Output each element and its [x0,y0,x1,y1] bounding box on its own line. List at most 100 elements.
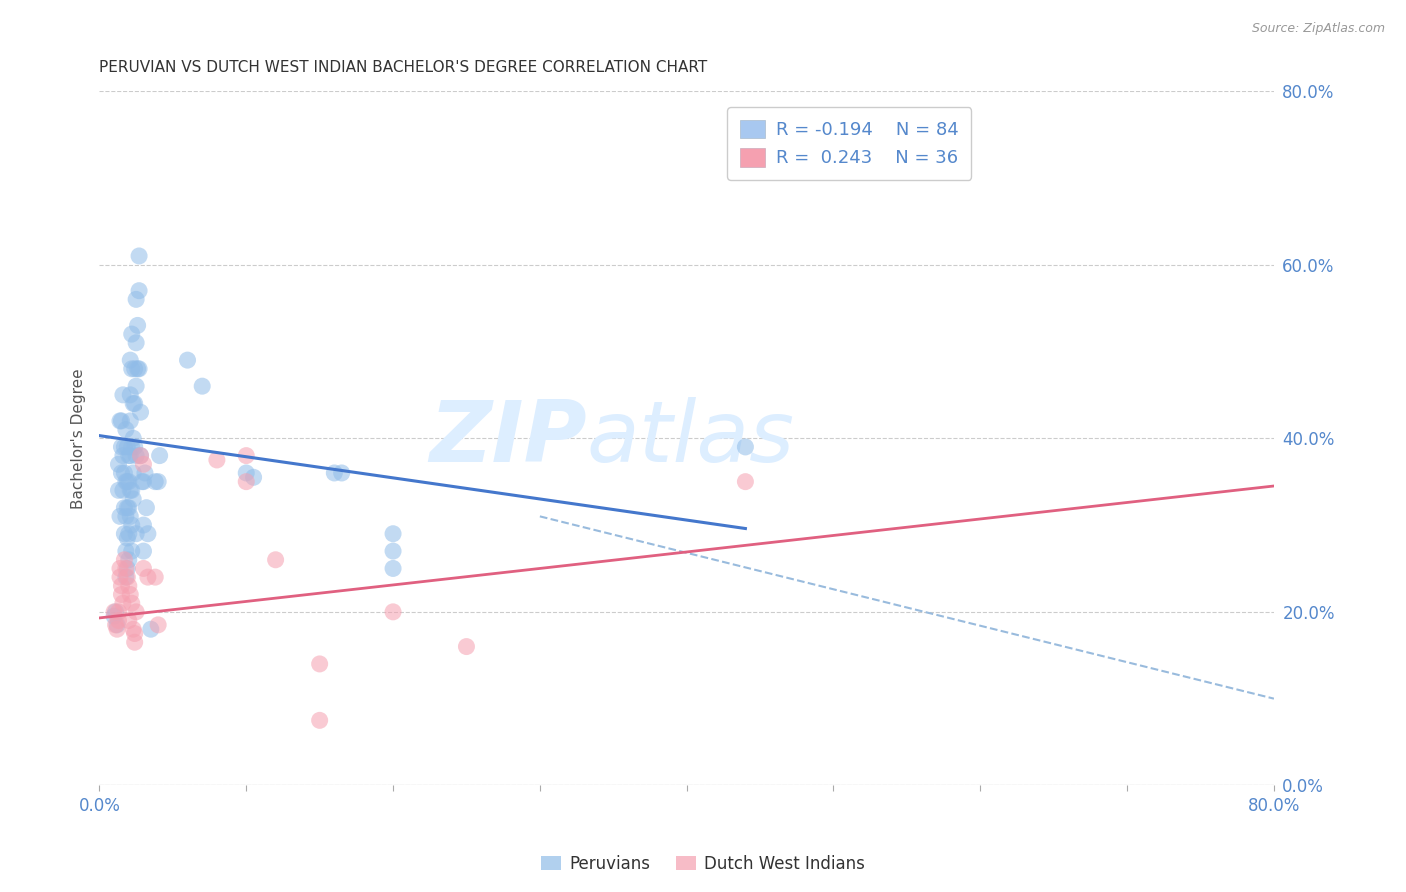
Point [115,544,138,558]
Point [235,449,257,463]
Point [110,440,132,454]
Y-axis label: Bachelor's Degree: Bachelor's Degree [72,368,86,508]
Point [191,379,214,393]
Point [118,500,141,515]
Point [129,449,152,463]
Point [136,570,159,584]
Point [124,626,146,640]
Point [136,526,159,541]
Point [146,475,169,489]
Point [125,526,148,541]
Point [121,327,143,342]
Point [120,509,142,524]
Point [128,284,150,298]
Point [143,570,166,584]
Text: Source: ZipAtlas.com: Source: ZipAtlas.com [1251,22,1385,36]
Point [125,605,148,619]
Point [111,449,134,463]
Point [108,561,131,575]
Point [122,622,145,636]
Point [117,440,139,454]
Point [382,526,405,541]
Point [382,605,405,619]
Point [108,509,131,524]
Point [104,605,127,619]
Point [124,396,146,410]
Point [131,475,153,489]
Point [108,414,131,428]
Point [118,526,141,541]
Point [120,353,142,368]
Point [235,466,257,480]
Point [121,440,143,454]
Point [110,587,132,601]
Point [105,618,128,632]
Point [125,379,148,393]
Point [308,657,330,671]
Point [111,388,134,402]
Point [146,618,169,632]
Point [111,483,134,498]
Text: ZIP: ZIP [429,397,586,480]
Point [128,249,150,263]
Point [115,561,138,575]
Point [264,553,287,567]
Point [456,640,478,654]
Point [124,635,146,649]
Point [107,605,129,619]
Point [118,579,141,593]
Point [125,449,148,463]
Point [105,622,128,636]
Point [128,361,150,376]
Point [122,396,145,410]
Point [235,475,257,489]
Point [125,335,148,350]
Legend: R = -0.194    N = 84, R =  0.243    N = 36: R = -0.194 N = 84, R = 0.243 N = 36 [727,107,972,180]
Point [242,470,264,484]
Point [323,466,346,480]
Point [117,475,139,489]
Point [112,553,135,567]
Legend: Peruvians, Dutch West Indians: Peruvians, Dutch West Indians [534,848,872,880]
Point [115,423,138,437]
Point [110,466,132,480]
Point [107,483,129,498]
Point [121,361,143,376]
Point [112,466,135,480]
Point [132,518,155,533]
Point [103,605,125,619]
Point [124,361,146,376]
Point [115,475,138,489]
Point [120,449,142,463]
Point [129,405,152,419]
Point [117,570,139,584]
Point [120,388,142,402]
Point [205,453,228,467]
Point [121,596,143,610]
Point [118,614,141,628]
Point [118,475,141,489]
Point [132,458,155,472]
Point [139,622,162,636]
Point [121,483,143,498]
Point [107,614,129,628]
Point [127,318,149,333]
Point [117,531,139,545]
Point [110,414,132,428]
Point [115,509,138,524]
Point [117,500,139,515]
Point [308,714,330,728]
Point [104,618,127,632]
Point [143,475,166,489]
Point [125,293,148,307]
Point [121,544,143,558]
Point [734,440,756,454]
Point [108,570,131,584]
Point [132,561,155,575]
Point [124,440,146,454]
Point [122,466,145,480]
Point [330,466,353,480]
Point [120,483,142,498]
Point [118,449,141,463]
Point [103,609,125,624]
